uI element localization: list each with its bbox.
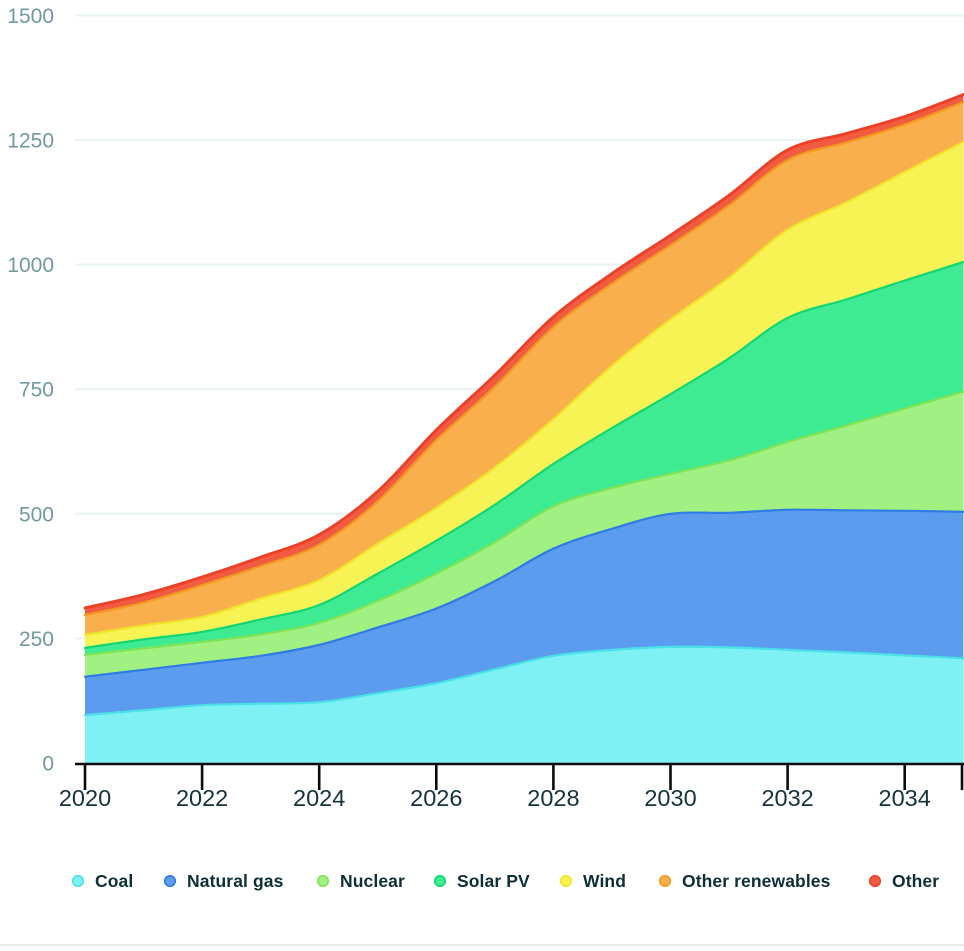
edge-coal <box>83 645 964 717</box>
legend-dot-icon <box>560 875 572 887</box>
x-tick-label: 2030 <box>644 785 696 811</box>
x-tick-label: 2028 <box>527 785 579 811</box>
legend-item-solar-pv[interactable]: Solar PV <box>434 866 530 896</box>
legend-label: Solar PV <box>457 870 530 891</box>
x-tick-label: 2020 <box>59 785 111 811</box>
x-tick-label: 2032 <box>761 785 813 811</box>
legend-item-coal[interactable]: Coal <box>72 866 133 896</box>
edge-other-renewables <box>83 101 964 617</box>
legend-item-natural-gas[interactable]: Natural gas <box>164 866 283 896</box>
x-tick-label: 2026 <box>410 785 462 811</box>
x-tick-label: 2024 <box>293 785 345 811</box>
bottom-divider <box>0 944 964 946</box>
legend-item-other[interactable]: Other <box>869 866 939 896</box>
x-tick-label: 2022 <box>176 785 228 811</box>
legend-dot-icon <box>869 875 881 887</box>
y-tick-label: 1000 <box>7 254 54 277</box>
legend-label: Natural gas <box>187 870 284 891</box>
area-coal <box>85 646 964 763</box>
y-tick-label: 1500 <box>7 5 54 28</box>
legend-label: Nuclear <box>340 870 405 891</box>
chart-legend: Coal Natural gas Nuclear Solar PV Wind Other … <box>0 866 964 898</box>
legend-item-wind[interactable]: Wind <box>560 866 626 896</box>
y-tick-label: 750 <box>19 379 54 402</box>
edge-nuclear <box>83 390 964 656</box>
y-tick-label: 500 <box>19 503 54 526</box>
x-tick-label: 2034 <box>879 785 931 811</box>
edge-wind <box>83 140 964 637</box>
legend-label: Wind <box>583 870 627 891</box>
legend-dot-icon <box>72 875 84 887</box>
legend-dot-icon <box>164 875 176 887</box>
y-tick-label: 1250 <box>7 130 54 153</box>
legend-item-nuclear[interactable]: Nuclear <box>317 866 405 896</box>
edge-natural-gas <box>83 508 964 678</box>
legend-label: Coal <box>95 870 134 891</box>
legend-item-other-renewables[interactable]: Other renewables <box>659 866 830 896</box>
legend-label: Other <box>892 870 940 891</box>
edge-other <box>83 93 964 610</box>
y-tick-label: 0 <box>42 753 54 776</box>
legend-dot-icon <box>434 875 446 887</box>
y-tick-label: 250 <box>19 628 54 651</box>
legend-label: Other renewables <box>682 870 831 891</box>
legend-dot-icon <box>659 875 671 887</box>
stacked-area-chart: 2020 2022 2024 2026 2028 2030 2032 2034 0 250 500 7… <box>7 5 964 811</box>
legend-dot-icon <box>317 875 329 887</box>
edge-solar-pv <box>83 261 964 649</box>
